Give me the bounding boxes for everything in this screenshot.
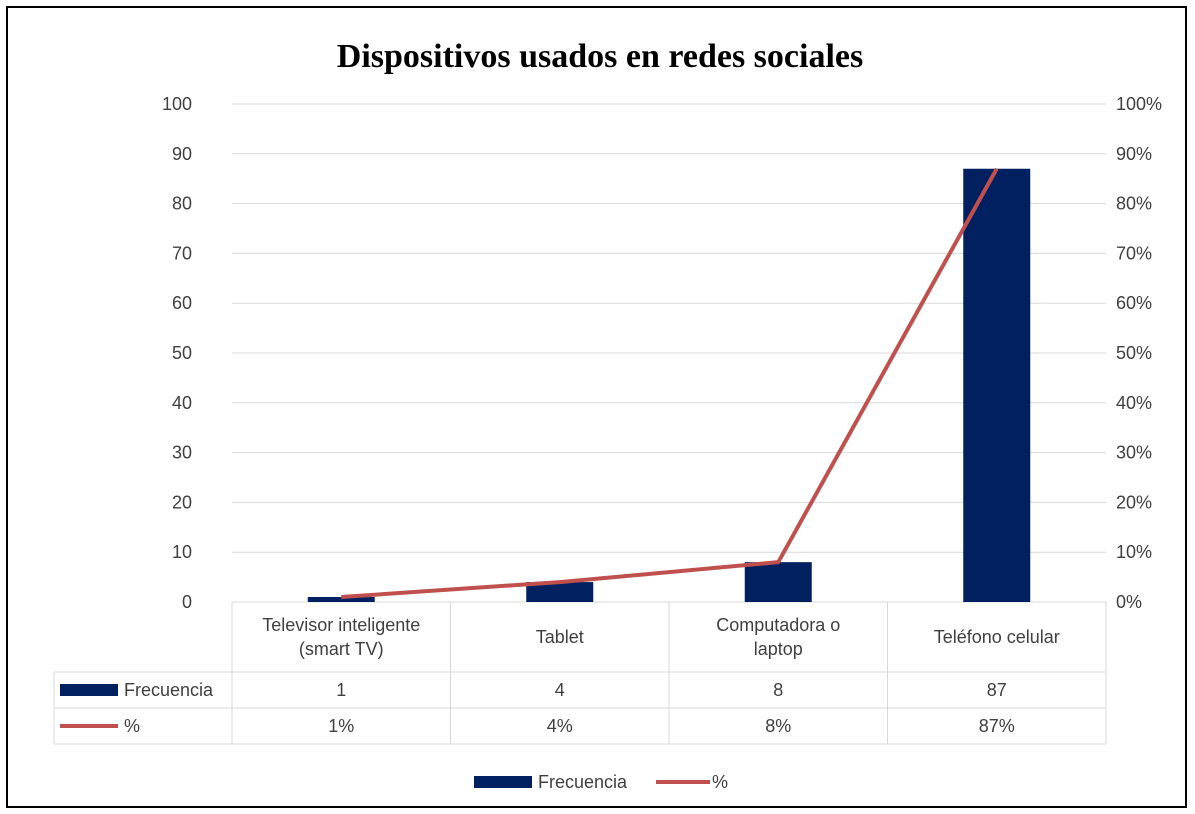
right-tick-label: 40% <box>1116 393 1152 413</box>
data-label: 4% <box>547 716 573 736</box>
chart-frame: Dispositivos usados en redes sociales 0 1… <box>6 6 1187 808</box>
bar <box>307 597 375 602</box>
legend-label: Frecuencia <box>538 772 628 792</box>
left-tick-label: 10 <box>172 542 192 562</box>
left-axis: 0 10 20 30 40 50 60 70 80 90 100 <box>162 94 192 612</box>
bars <box>307 168 1031 603</box>
right-tick-label: 60% <box>1116 293 1152 313</box>
percent-line <box>341 167 999 600</box>
right-tick-label: 10% <box>1116 542 1152 562</box>
legend-key-bar <box>474 776 532 788</box>
bar <box>744 562 812 602</box>
left-tick-label: 60 <box>172 293 192 313</box>
chart-svg: Dispositivos usados en redes sociales 0 1… <box>53 38 1162 792</box>
right-tick-label: 20% <box>1116 492 1152 512</box>
category-label: (smart TV) <box>299 639 384 659</box>
left-tick-label: 50 <box>172 343 192 363</box>
left-tick-label: 0 <box>182 592 192 612</box>
category-label: laptop <box>754 639 803 659</box>
table-key-bar <box>60 684 118 696</box>
data-table: Televisor inteligente (smart TV) Tablet Com… <box>53 602 1107 745</box>
left-tick-label: 90 <box>172 144 192 164</box>
line-series <box>341 167 999 600</box>
category-label: Televisor inteligente <box>262 615 420 635</box>
left-tick-label: 80 <box>172 194 192 214</box>
left-tick-label: 100 <box>162 94 192 114</box>
data-label: 4 <box>555 680 565 700</box>
right-tick-label: 70% <box>1116 243 1152 263</box>
legend-label: % <box>712 772 728 792</box>
category-label: Teléfono celular <box>934 627 1060 647</box>
bar <box>963 168 1031 603</box>
left-tick-label: 20 <box>172 492 192 512</box>
data-label: 1 <box>336 680 346 700</box>
legend: Frecuencia% <box>474 772 728 792</box>
data-label: 1% <box>328 716 354 736</box>
right-tick-label: 0% <box>1116 592 1142 612</box>
right-tick-label: 50% <box>1116 343 1152 363</box>
data-label: 87 <box>987 680 1007 700</box>
right-tick-label: 90% <box>1116 144 1152 164</box>
data-label: 8 <box>773 680 783 700</box>
bar <box>526 582 594 602</box>
right-tick-label: 100% <box>1116 94 1162 114</box>
right-tick-label: 80% <box>1116 194 1152 214</box>
left-tick-label: 30 <box>172 443 192 463</box>
gridlines <box>232 103 1106 603</box>
series-name: Frecuencia <box>124 680 214 700</box>
left-tick-label: 40 <box>172 393 192 413</box>
category-label: Computadora o <box>716 615 840 635</box>
right-tick-label: 30% <box>1116 443 1152 463</box>
data-label: 87% <box>979 716 1015 736</box>
series-name: % <box>124 716 140 736</box>
category-label: Tablet <box>536 627 584 647</box>
right-axis: 0% 10% 20% 30% 40% 50% 60% 70% 80% 90% 100% <box>1116 94 1162 612</box>
chart-title: Dispositivos usados en redes sociales <box>337 38 863 75</box>
left-tick-label: 70 <box>172 243 192 263</box>
data-label: 8% <box>765 716 791 736</box>
